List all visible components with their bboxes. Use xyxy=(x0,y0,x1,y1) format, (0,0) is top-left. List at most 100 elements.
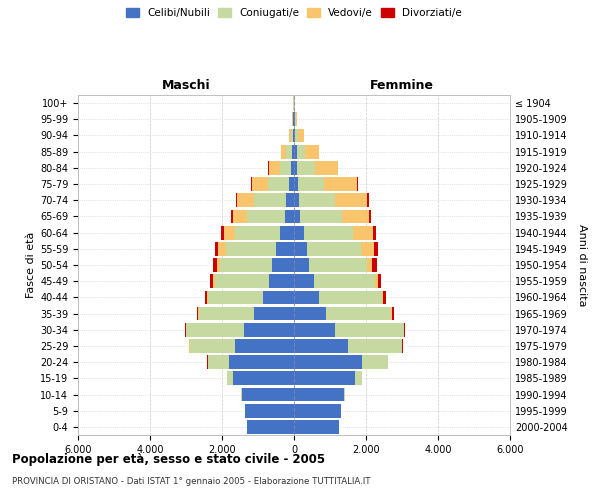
Bar xyxy=(355,372,362,385)
Text: Femmine: Femmine xyxy=(370,80,434,92)
Bar xyxy=(294,306,326,320)
Bar xyxy=(286,194,294,207)
Bar xyxy=(254,194,286,207)
Bar xyxy=(238,194,254,207)
Text: PROVINCIA DI ORISTANO - Dati ISTAT 1° gennaio 2005 - Elaborazione TUTTITALIA.IT: PROVINCIA DI ORISTANO - Dati ISTAT 1° ge… xyxy=(12,478,371,486)
Bar xyxy=(294,258,310,272)
Bar xyxy=(298,177,324,191)
Bar xyxy=(367,194,369,207)
Bar xyxy=(224,226,235,239)
Bar xyxy=(294,145,296,158)
Bar xyxy=(392,306,394,320)
Bar xyxy=(230,210,233,224)
Bar xyxy=(289,177,294,191)
Bar xyxy=(294,356,362,369)
Bar xyxy=(233,372,294,385)
Bar xyxy=(289,128,291,142)
Bar xyxy=(367,258,373,272)
Bar xyxy=(199,306,254,320)
Bar xyxy=(362,356,388,369)
Bar xyxy=(304,226,353,239)
Bar xyxy=(208,356,229,369)
Bar xyxy=(375,274,377,288)
Bar xyxy=(217,258,220,272)
Bar xyxy=(208,290,263,304)
Bar xyxy=(215,242,218,256)
Bar xyxy=(369,210,371,224)
Bar xyxy=(373,226,376,239)
Bar xyxy=(344,388,346,402)
Bar xyxy=(404,323,405,336)
Text: Maschi: Maschi xyxy=(161,80,211,92)
Bar xyxy=(213,258,217,272)
Bar xyxy=(294,274,314,288)
Bar xyxy=(294,226,304,239)
Bar xyxy=(310,258,367,272)
Bar xyxy=(314,274,375,288)
Bar xyxy=(295,128,298,142)
Bar xyxy=(268,177,289,191)
Bar xyxy=(280,161,291,174)
Bar xyxy=(319,290,382,304)
Bar xyxy=(294,242,307,256)
Bar xyxy=(335,194,367,207)
Bar xyxy=(285,210,294,224)
Bar xyxy=(213,274,215,288)
Bar xyxy=(294,372,355,385)
Bar xyxy=(247,210,285,224)
Bar xyxy=(297,161,314,174)
Bar xyxy=(210,274,213,288)
Bar xyxy=(227,372,233,385)
Bar xyxy=(305,145,319,158)
Bar xyxy=(294,177,298,191)
Bar xyxy=(215,274,269,288)
Bar xyxy=(197,306,198,320)
Y-axis label: Fasce di età: Fasce di età xyxy=(26,232,36,298)
Bar xyxy=(280,226,294,239)
Bar xyxy=(220,258,272,272)
Bar xyxy=(254,306,294,320)
Bar xyxy=(301,210,342,224)
Y-axis label: Anni di nascita: Anni di nascita xyxy=(577,224,587,306)
Bar xyxy=(294,128,295,142)
Bar xyxy=(294,210,301,224)
Legend: Celibi/Nubili, Coniugati/e, Vedovi/e, Divorziati/e: Celibi/Nubili, Coniugati/e, Vedovi/e, Di… xyxy=(123,5,465,21)
Bar xyxy=(295,112,296,126)
Bar xyxy=(294,323,335,336)
Bar xyxy=(294,112,295,126)
Bar xyxy=(294,290,319,304)
Bar xyxy=(293,112,294,126)
Bar xyxy=(294,339,348,353)
Bar xyxy=(294,161,297,174)
Bar xyxy=(377,274,381,288)
Bar xyxy=(298,128,304,142)
Bar xyxy=(185,323,186,336)
Bar xyxy=(356,177,358,191)
Bar xyxy=(307,242,361,256)
Bar xyxy=(292,145,294,158)
Bar xyxy=(218,242,226,256)
Bar xyxy=(291,128,293,142)
Bar xyxy=(269,274,294,288)
Bar xyxy=(233,210,247,224)
Bar xyxy=(296,145,305,158)
Bar xyxy=(247,420,294,434)
Text: Popolazione per età, sesso e stato civile - 2005: Popolazione per età, sesso e stato civil… xyxy=(12,452,325,466)
Bar xyxy=(281,145,286,158)
Bar xyxy=(235,226,280,239)
Bar xyxy=(383,290,386,304)
Bar xyxy=(286,145,292,158)
Bar xyxy=(236,194,238,207)
Bar xyxy=(324,177,356,191)
Bar xyxy=(353,226,373,239)
Bar xyxy=(361,242,374,256)
Bar xyxy=(294,420,339,434)
Bar xyxy=(190,339,235,353)
Bar xyxy=(226,242,276,256)
Bar xyxy=(269,161,280,174)
Bar xyxy=(221,226,224,239)
Bar xyxy=(207,290,208,304)
Bar xyxy=(229,356,294,369)
Bar xyxy=(244,323,294,336)
Bar xyxy=(186,323,244,336)
